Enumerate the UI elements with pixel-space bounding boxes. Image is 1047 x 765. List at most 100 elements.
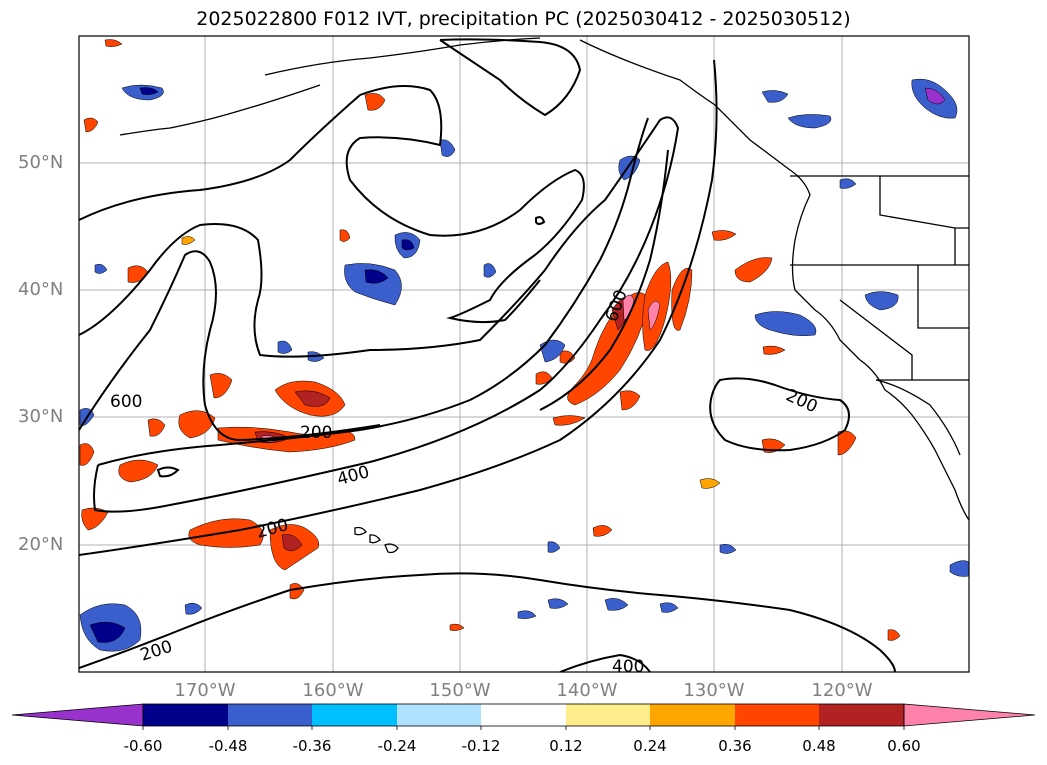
precip-region [483, 263, 497, 278]
precip-region [734, 257, 773, 283]
colorbar-tick-label: 0.24 [633, 737, 667, 755]
precip-region [604, 598, 629, 611]
precip-region [277, 340, 293, 354]
colorbar-segment [819, 704, 904, 726]
hawaii-island [369, 534, 381, 544]
precip-region [622, 294, 635, 321]
lon-label-150w: 150°W [429, 680, 491, 701]
lon-label-170w: 170°W [174, 680, 236, 701]
colorbar-segment [481, 704, 566, 726]
precip-region [839, 178, 857, 189]
ivt-contour-200 [79, 116, 680, 513]
ivt-label-200-center: 200 [300, 423, 332, 443]
colorbar-segment [566, 704, 650, 726]
precip-region [209, 373, 233, 399]
precip-region [281, 534, 303, 552]
ivt-contour-labels: 600 200 400 200 600 200 200 400 [110, 287, 821, 677]
ivt-contour-small [535, 216, 546, 225]
ivt-label-400-south: 400 [612, 657, 644, 677]
precip-region [439, 139, 456, 157]
colorbar-tick-label: 0.60 [887, 737, 921, 755]
precip-region [887, 629, 901, 641]
aleutian-chain [119, 84, 321, 136]
lon-label-140w: 140°W [556, 680, 618, 701]
precip-region [294, 390, 331, 407]
precip-region [547, 598, 569, 609]
colorbar-tick-label: 0.12 [549, 737, 583, 755]
colorbar-segment [650, 704, 735, 726]
lon-label-130w: 130°W [683, 680, 745, 701]
ivt-contour-400-south [559, 653, 651, 672]
ivt-contour-600 [79, 250, 381, 442]
colorbar-tick-label: -0.24 [377, 737, 417, 755]
precip-region [181, 236, 196, 245]
colorbar-segment [143, 704, 228, 726]
precip-region [118, 459, 159, 483]
alaska-coast [264, 37, 541, 76]
precip-region [559, 350, 576, 364]
colorbar [11, 703, 1036, 730]
ivt-contours [79, 38, 896, 672]
precip-region [364, 269, 389, 284]
precip-region [659, 602, 679, 613]
colorbar-tick-label: -0.12 [461, 737, 501, 755]
precip-region [671, 268, 693, 331]
precip-region [547, 541, 561, 553]
ivt-contour-200-south [79, 572, 896, 672]
precip-region [83, 117, 99, 133]
precip-region [104, 39, 123, 47]
state-border-ca-nv [839, 299, 913, 380]
precip-region [184, 602, 203, 615]
precip-region [619, 390, 641, 411]
precipitation-negative-regions [79, 78, 969, 652]
precip-region [339, 229, 351, 242]
precip-region [647, 300, 661, 331]
precip-region [719, 543, 737, 554]
lon-label-160w: 160°W [302, 680, 364, 701]
map-title: 2025022800 F012 IVT, precipitation PC (2… [196, 8, 851, 30]
ivt-contour-600b [539, 149, 669, 411]
colorbar-segment [228, 704, 312, 726]
precip-region [924, 87, 946, 105]
coastlines [119, 37, 969, 554]
precip-region [449, 623, 465, 631]
baja-coast [875, 379, 961, 456]
state-border-ne [879, 176, 956, 265]
map-frame [78, 35, 970, 673]
colorbar-segment [312, 704, 397, 726]
colorbar-segment [735, 704, 819, 726]
precip-region [762, 345, 786, 355]
colorbar-tick-label: -0.48 [208, 737, 248, 755]
west-coast [579, 39, 969, 521]
precip-region [344, 263, 402, 306]
precip-region [178, 410, 216, 439]
lat-label-30n: 30°N [18, 406, 64, 427]
ivt-contour-200b [79, 59, 718, 556]
precip-region [79, 443, 95, 466]
ivt-contour-400 [97, 117, 649, 466]
precip-region [592, 525, 613, 537]
map-background [79, 36, 969, 672]
colorbar-tick-label: 0.48 [802, 737, 836, 755]
precip-region [949, 560, 969, 577]
precip-region [711, 230, 737, 241]
precip-region [94, 263, 108, 274]
state-border-nv [917, 265, 969, 329]
precip-region [552, 415, 586, 426]
hawaii-island [384, 543, 399, 554]
precip-region [517, 610, 537, 619]
colorbar-tick-label: -0.36 [292, 737, 332, 755]
lat-label-50n: 50°N [18, 152, 64, 173]
colorbar-tick-label: 0.36 [718, 737, 752, 755]
precip-region [754, 311, 817, 337]
precip-region [147, 418, 166, 437]
ivt-contour-small [156, 466, 180, 478]
colorbar-extend-high [903, 703, 1036, 727]
hawaii-island [354, 526, 367, 536]
precip-region [139, 87, 159, 95]
precip-region [761, 90, 789, 103]
colorbar-tick-label: -0.60 [123, 737, 163, 755]
lon-label-120w: 120°W [811, 680, 873, 701]
ivt-contour-200-east [709, 377, 850, 452]
